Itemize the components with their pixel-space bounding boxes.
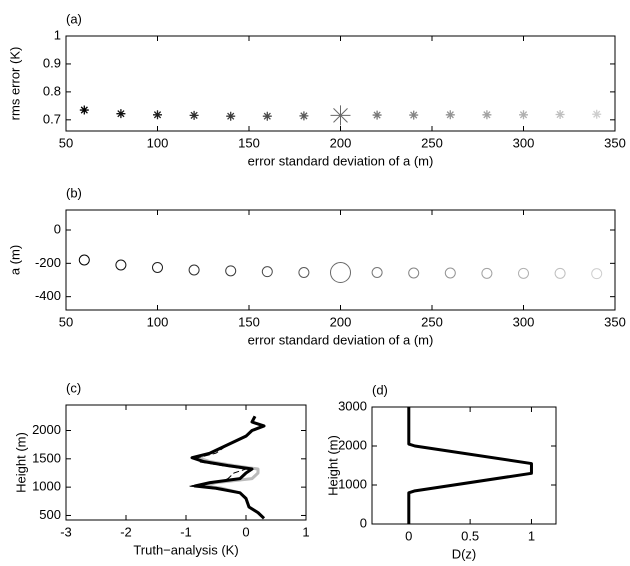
y-tick-label: 2000 [338,437,367,452]
x-tick-label: 150 [238,135,260,150]
point [261,266,273,278]
point [408,267,420,279]
point [262,111,272,121]
x-tick-label: 300 [513,314,535,329]
point [225,265,237,277]
y-tick-label: 1000 [338,476,367,491]
profile-line [190,415,266,520]
panel-label: (c) [66,380,81,395]
panel-label: (b) [66,185,82,200]
y-axis-label: a (m) [7,245,22,275]
point [592,109,602,119]
point [371,267,383,278]
point [482,110,492,120]
point [372,110,382,120]
point [153,110,162,120]
x-axis-label: Truth−analysis (K) [133,542,238,557]
x-tick-label: 0 [405,528,412,543]
x-tick-label: 300 [513,135,535,150]
x-tick-label: -2 [120,524,132,539]
x-tick-label: 0 [242,524,249,539]
y-tick-label: 1000 [32,479,61,494]
y-tick-label: 0 [54,221,61,236]
x-tick-label: 100 [147,135,169,150]
x-tick-label: 350 [604,135,626,150]
y-tick-label: -200 [35,255,61,270]
x-tick-label: 100 [147,314,169,329]
point [519,110,528,120]
point [330,262,351,283]
x-axis-label: error standard deviation of a (m) [248,332,434,347]
x-tick-label: 150 [238,314,260,329]
profile-line [407,407,533,524]
point [555,110,565,120]
x-tick-label: -1 [180,524,192,539]
point [481,267,493,279]
plot-frame [65,404,307,521]
x-tick-label: 200 [330,314,352,329]
point [115,259,127,271]
point [79,105,89,115]
point [445,110,455,120]
plot-frame [371,406,557,525]
y-tick-label: 0.7 [43,111,61,126]
point [591,268,603,280]
x-tick-label: 50 [59,314,73,329]
panel-label: (a) [66,11,82,26]
point [554,267,566,279]
x-tick-label: 1 [302,524,309,539]
y-tick-label: 3000 [338,398,367,413]
point [518,267,529,279]
x-tick-label: 50 [59,135,73,150]
x-tick-label: 350 [604,314,626,329]
point [299,111,309,121]
y-tick-label: -400 [35,288,61,303]
y-axis-label: rms error (K) [7,47,22,121]
x-tick-label: 200 [330,135,352,150]
panel-label: (d) [372,382,388,397]
y-tick-label: 0.8 [43,83,61,98]
x-axis-label: error standard deviation of a (m) [248,153,434,168]
y-tick-label: 2000 [32,422,61,437]
point [188,264,200,276]
y-tick-label: 500 [39,507,61,522]
point [78,254,90,266]
point [152,262,163,273]
x-tick-label: -3 [60,524,72,539]
x-axis-label: D(z) [452,546,477,561]
point [189,110,199,120]
y-axis-label: Height (m) [13,432,28,493]
point [444,267,456,279]
y-tick-label: 0 [360,515,367,530]
y-axis-label: Height (m) [325,435,340,496]
point [330,105,351,126]
point [298,267,310,278]
y-tick-label: 1 [54,27,61,42]
y-tick-label: 1500 [32,450,61,465]
y-tick-label: 0.9 [43,55,61,70]
x-tick-label: 250 [421,314,443,329]
point [409,110,419,120]
x-tick-label: 0.5 [461,528,479,543]
plot-frame [65,209,616,311]
point [116,109,126,119]
point [226,111,236,121]
x-tick-label: 250 [421,135,443,150]
x-tick-label: 1 [528,528,535,543]
